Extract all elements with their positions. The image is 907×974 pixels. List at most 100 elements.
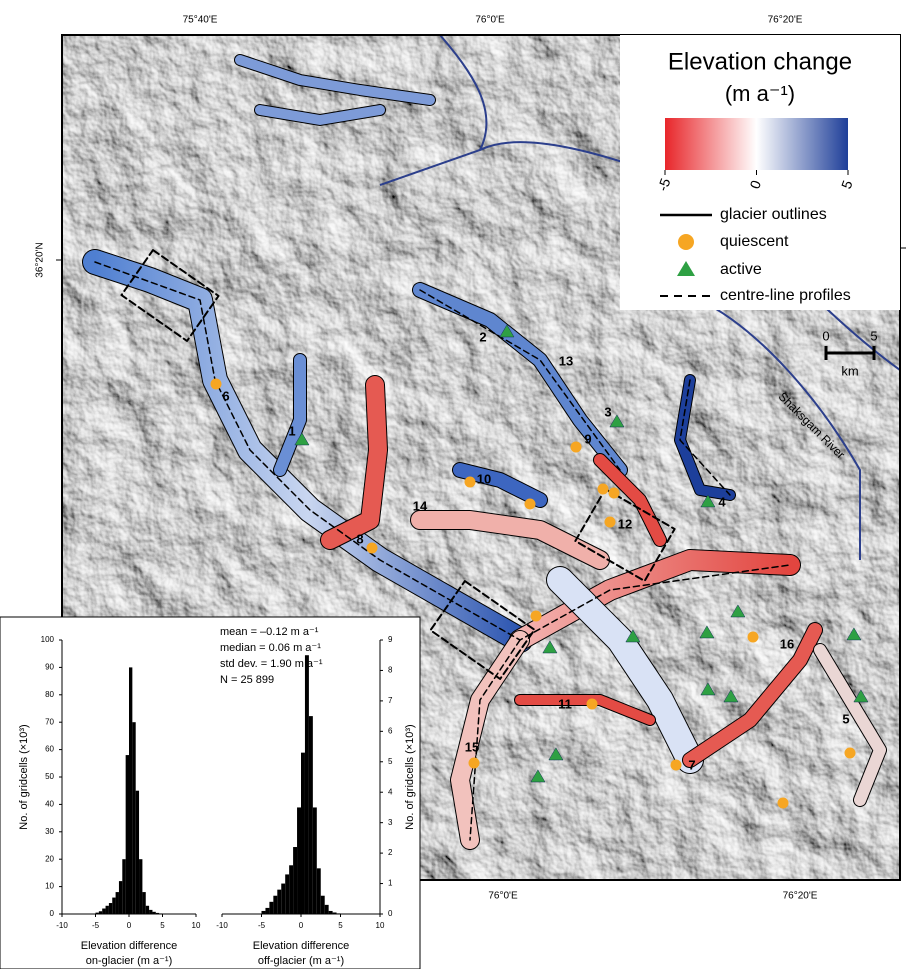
histogram-bar: [122, 859, 125, 914]
legend-label: active: [720, 261, 762, 278]
figure: 12345678910111213141516Shaksgam River 75…: [0, 0, 907, 969]
x-tick-label: 5: [160, 921, 165, 930]
quiescent-marker: [525, 499, 536, 510]
x-axis-label: Elevation difference: [81, 940, 177, 952]
lon-label: 76°20'E: [783, 891, 818, 902]
inset-box: [0, 617, 420, 969]
colorbar: [665, 118, 848, 170]
histogram-bar: [142, 892, 145, 914]
histogram-bar: [146, 906, 149, 914]
legend-units: (m a⁻¹): [725, 81, 795, 106]
y-tick-label: 4: [388, 787, 393, 796]
histogram-bar: [285, 874, 289, 914]
quiescent-marker: [531, 611, 542, 622]
y-tick-label: 1: [388, 879, 393, 888]
lon-label: 75°40'E: [183, 15, 218, 26]
x-axis-label: on-glacier (m a⁻¹): [86, 955, 173, 967]
scale-label: 5: [870, 328, 877, 343]
histogram-bar: [309, 716, 313, 914]
x-tick-label: -10: [216, 921, 228, 930]
y-tick-label: 0: [388, 909, 393, 918]
quiescent-marker: [469, 758, 480, 769]
x-tick-label: 10: [192, 921, 201, 930]
page: 12345678910111213141516Shaksgam River 75…: [0, 0, 907, 969]
histogram-bar: [109, 903, 112, 914]
y-tick-label: 20: [45, 854, 54, 863]
quiescent-marker: [671, 760, 682, 771]
y-axis-label: No. of gridcells (×10³): [18, 724, 30, 829]
x-axis-label: Elevation difference: [253, 940, 349, 952]
histogram-bar: [132, 722, 135, 914]
y-tick-label: 7: [388, 696, 393, 705]
x-tick-label: 5: [338, 921, 343, 930]
y-tick-label: 50: [45, 772, 54, 781]
quiescent-marker: [587, 699, 598, 710]
glacier-label: 10: [477, 471, 491, 486]
histogram-bar: [273, 896, 277, 914]
lon-label: 76°0'E: [475, 15, 505, 26]
y-axis-label: No. of gridcells (×10³): [404, 724, 416, 829]
stats-text: N = 25 899: [220, 674, 274, 686]
quiescent-marker: [367, 543, 378, 554]
glacier-label: 4: [718, 494, 726, 509]
legend-quiescent-sym: [678, 234, 694, 250]
glacier-label: 1: [288, 423, 295, 438]
x-tick-label: -10: [56, 921, 68, 930]
glacier-label: 7: [688, 757, 695, 772]
glacier-label: 5: [842, 711, 849, 726]
stats-text: median = 0.06 m a⁻¹: [220, 642, 321, 654]
y-tick-label: 100: [41, 635, 55, 644]
histogram-bar: [136, 791, 139, 914]
x-tick-label: 0: [299, 921, 304, 930]
legend-title: Elevation change: [668, 48, 852, 75]
histogram-bar: [305, 655, 309, 914]
x-tick-label: -5: [92, 921, 100, 930]
glacier-label: 11: [558, 696, 572, 711]
glacier-label: 12: [618, 516, 632, 531]
histogram-bar: [301, 753, 305, 914]
glacier-label: 13: [559, 353, 573, 368]
histogram-bar: [139, 859, 142, 914]
y-tick-label: 10: [45, 882, 54, 891]
stats-text: mean = –0.12 m a⁻¹: [220, 626, 319, 638]
quiescent-marker: [609, 488, 620, 499]
histogram-bar: [126, 755, 129, 914]
histogram-bar: [106, 906, 109, 914]
y-tick-label: 80: [45, 690, 54, 699]
histogram-bar: [102, 909, 105, 914]
histogram-bar: [116, 892, 119, 914]
histogram-bar: [269, 902, 273, 914]
y-tick-label: 0: [50, 909, 55, 918]
glacier-label: 8: [356, 531, 363, 546]
x-tick-label: 0: [127, 921, 132, 930]
y-tick-label: 70: [45, 717, 54, 726]
histogram-bar: [313, 807, 317, 914]
lat-label: 36°20'N: [35, 242, 46, 277]
histogram-bar: [297, 807, 301, 914]
glacier-label: 9: [584, 431, 591, 446]
quiescent-marker: [605, 517, 616, 528]
histogram-bar: [149, 910, 152, 914]
glacier-label: 3: [604, 404, 611, 419]
legend-label: glacier outlines: [720, 206, 827, 223]
histogram-bar: [281, 884, 285, 914]
x-tick-label: -5: [258, 921, 266, 930]
histogram-bar: [265, 908, 269, 914]
glacier-label: 2: [479, 329, 486, 344]
lon-label: 76°20'E: [768, 15, 803, 26]
histogram-bar: [119, 881, 122, 914]
y-tick-label: 6: [388, 726, 393, 735]
lon-label: 76°0'E: [488, 891, 518, 902]
x-axis-label: off-glacier (m a⁻¹): [258, 955, 344, 967]
x-tick-label: 10: [376, 921, 385, 930]
y-tick-label: 30: [45, 827, 54, 836]
y-tick-label: 9: [388, 635, 393, 644]
quiescent-marker: [748, 632, 759, 643]
y-tick-label: 60: [45, 745, 54, 754]
quiescent-marker: [845, 748, 856, 759]
glacier-label: 15: [465, 739, 479, 754]
y-tick-label: 5: [388, 757, 393, 766]
glacier-label: 16: [780, 636, 794, 651]
scale-label: km: [841, 363, 858, 378]
histogram-bar: [277, 890, 281, 914]
